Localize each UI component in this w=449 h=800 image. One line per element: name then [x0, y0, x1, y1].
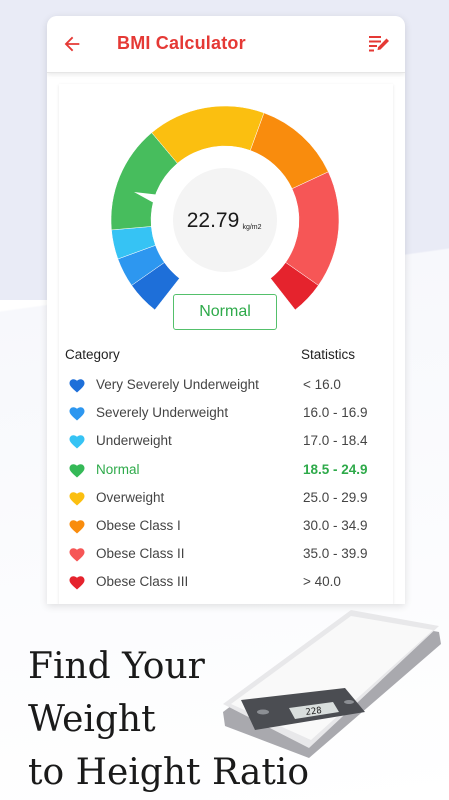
category-name: Obese Class I [96, 518, 181, 533]
heart-icon [69, 463, 85, 478]
phone-screen: BMI Calculator 22.79 kg/m2 Normal Catego… [47, 16, 405, 604]
category-range: 18.5 - 24.9 [303, 461, 368, 477]
app-bar: BMI Calculator [47, 16, 405, 73]
category-row: Obese Class II 35.0 - 39.9 [59, 541, 393, 569]
gauge-segment [270, 262, 319, 311]
category-range: 30.0 - 34.9 [303, 518, 368, 533]
bmi-unit: kg/m2 [242, 224, 261, 231]
heart-icon [69, 491, 85, 506]
category-row: Obese Class III > 40.0 [59, 569, 393, 597]
category-row: Underweight 17.0 - 18.4 [59, 428, 393, 456]
category-row: Overweight 25.0 - 29.9 [59, 485, 393, 513]
category-range: 16.0 - 16.9 [303, 405, 368, 421]
back-arrow-icon[interactable] [61, 33, 83, 55]
heart-icon [69, 520, 85, 534]
category-row: Obese Class I 30.0 - 34.9 [59, 513, 393, 541]
heart-icon [69, 548, 85, 562]
category-name: Underweight [96, 433, 172, 449]
kitchen-scale-illustration: 228 [223, 610, 441, 758]
tagline-line-3: to Height Ratio [28, 752, 309, 793]
category-range: < 16.0 [303, 377, 341, 392]
heart-icon [69, 407, 85, 421]
tagline-line-2: Weight [28, 699, 156, 740]
gauge-center [173, 168, 277, 272]
heart-icon [69, 379, 85, 393]
gauge-pointer [134, 192, 169, 208]
gauge-segments [110, 105, 340, 311]
category-row: Very Severely Underweight < 16.0 [59, 372, 393, 400]
category-name: Obese Class III [96, 574, 189, 590]
bmi-result-button[interactable]: Normal [173, 294, 277, 330]
category-name: Normal [96, 461, 140, 477]
category-range: 35.0 - 39.9 [303, 546, 368, 562]
bmi-gauge: 22.79 kg/m2 [110, 105, 340, 311]
statistics-header: Statistics [301, 347, 356, 362]
scale-button-right [344, 700, 354, 704]
edit-list-icon[interactable] [367, 32, 391, 56]
heart-icon [69, 435, 85, 449]
bmi-value: 22.79 [187, 209, 240, 232]
scale-display-value: 228 [305, 706, 322, 718]
category-name: Overweight [96, 489, 165, 505]
scale-button-left [257, 709, 269, 715]
category-range: 25.0 - 29.9 [303, 489, 368, 505]
scale-lcd [289, 702, 339, 719]
category-row: Severely Underweight 16.0 - 16.9 [59, 400, 393, 428]
category-header: Category [65, 347, 120, 362]
category-range: > 40.0 [303, 574, 341, 590]
category-name: Very Severely Underweight [96, 377, 259, 392]
category-row: Normal 18.5 - 24.9 [59, 457, 393, 485]
category-range: 17.0 - 18.4 [303, 433, 368, 449]
bmi-card: 22.79 kg/m2 Normal Category Statistics V… [59, 84, 393, 604]
page-title: BMI Calculator [117, 33, 246, 53]
tagline: Find Your Weight to Height Ratio [28, 640, 358, 799]
heart-icon [69, 576, 85, 590]
category-name: Severely Underweight [96, 405, 229, 421]
tagline-line-1: Find Your [28, 646, 205, 687]
category-name: Obese Class II [96, 546, 185, 562]
